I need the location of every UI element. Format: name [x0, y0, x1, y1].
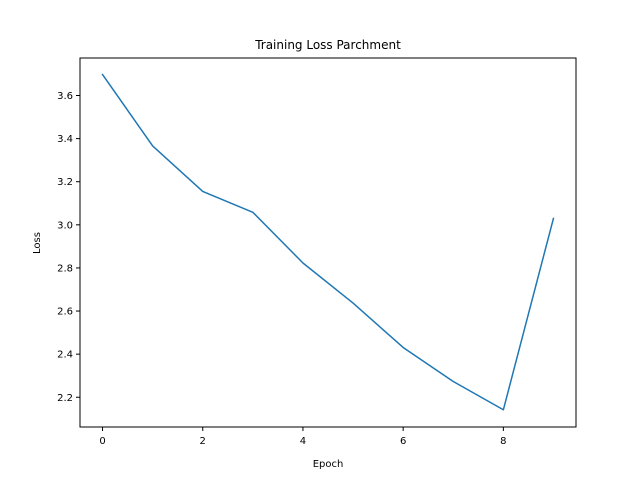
- x-tick-label: 8: [500, 436, 506, 447]
- ticks-layer: 0 2 4 6 8 2.2 2.4 2.6 2.8 3.0 3.2 3.4 3.6: [57, 91, 506, 447]
- y-tick-label: 2.8: [57, 263, 73, 274]
- y-tick-label: 2.2: [57, 393, 73, 404]
- x-tick-label: 4: [300, 436, 306, 447]
- y-tick-label: 3.2: [57, 177, 73, 188]
- y-tick-label: 3.4: [57, 134, 73, 145]
- x-tick-label: 2: [200, 436, 206, 447]
- x-tick-label: 0: [99, 436, 105, 447]
- y-axis-label: Loss: [32, 232, 43, 254]
- x-axis-label: Epoch: [313, 459, 344, 470]
- y-tick-label: 3.0: [57, 220, 73, 231]
- y-tick-label: 3.6: [57, 91, 73, 102]
- chart-title: Training Loss Parchment: [254, 38, 401, 52]
- series-layer: [101, 73, 555, 411]
- y-tick-label: 2.4: [57, 350, 73, 361]
- plot-frame: [79, 57, 577, 428]
- y-tick-label: 2.6: [57, 307, 73, 318]
- loss-series-line: [101, 73, 555, 411]
- x-tick-label: 6: [400, 436, 406, 447]
